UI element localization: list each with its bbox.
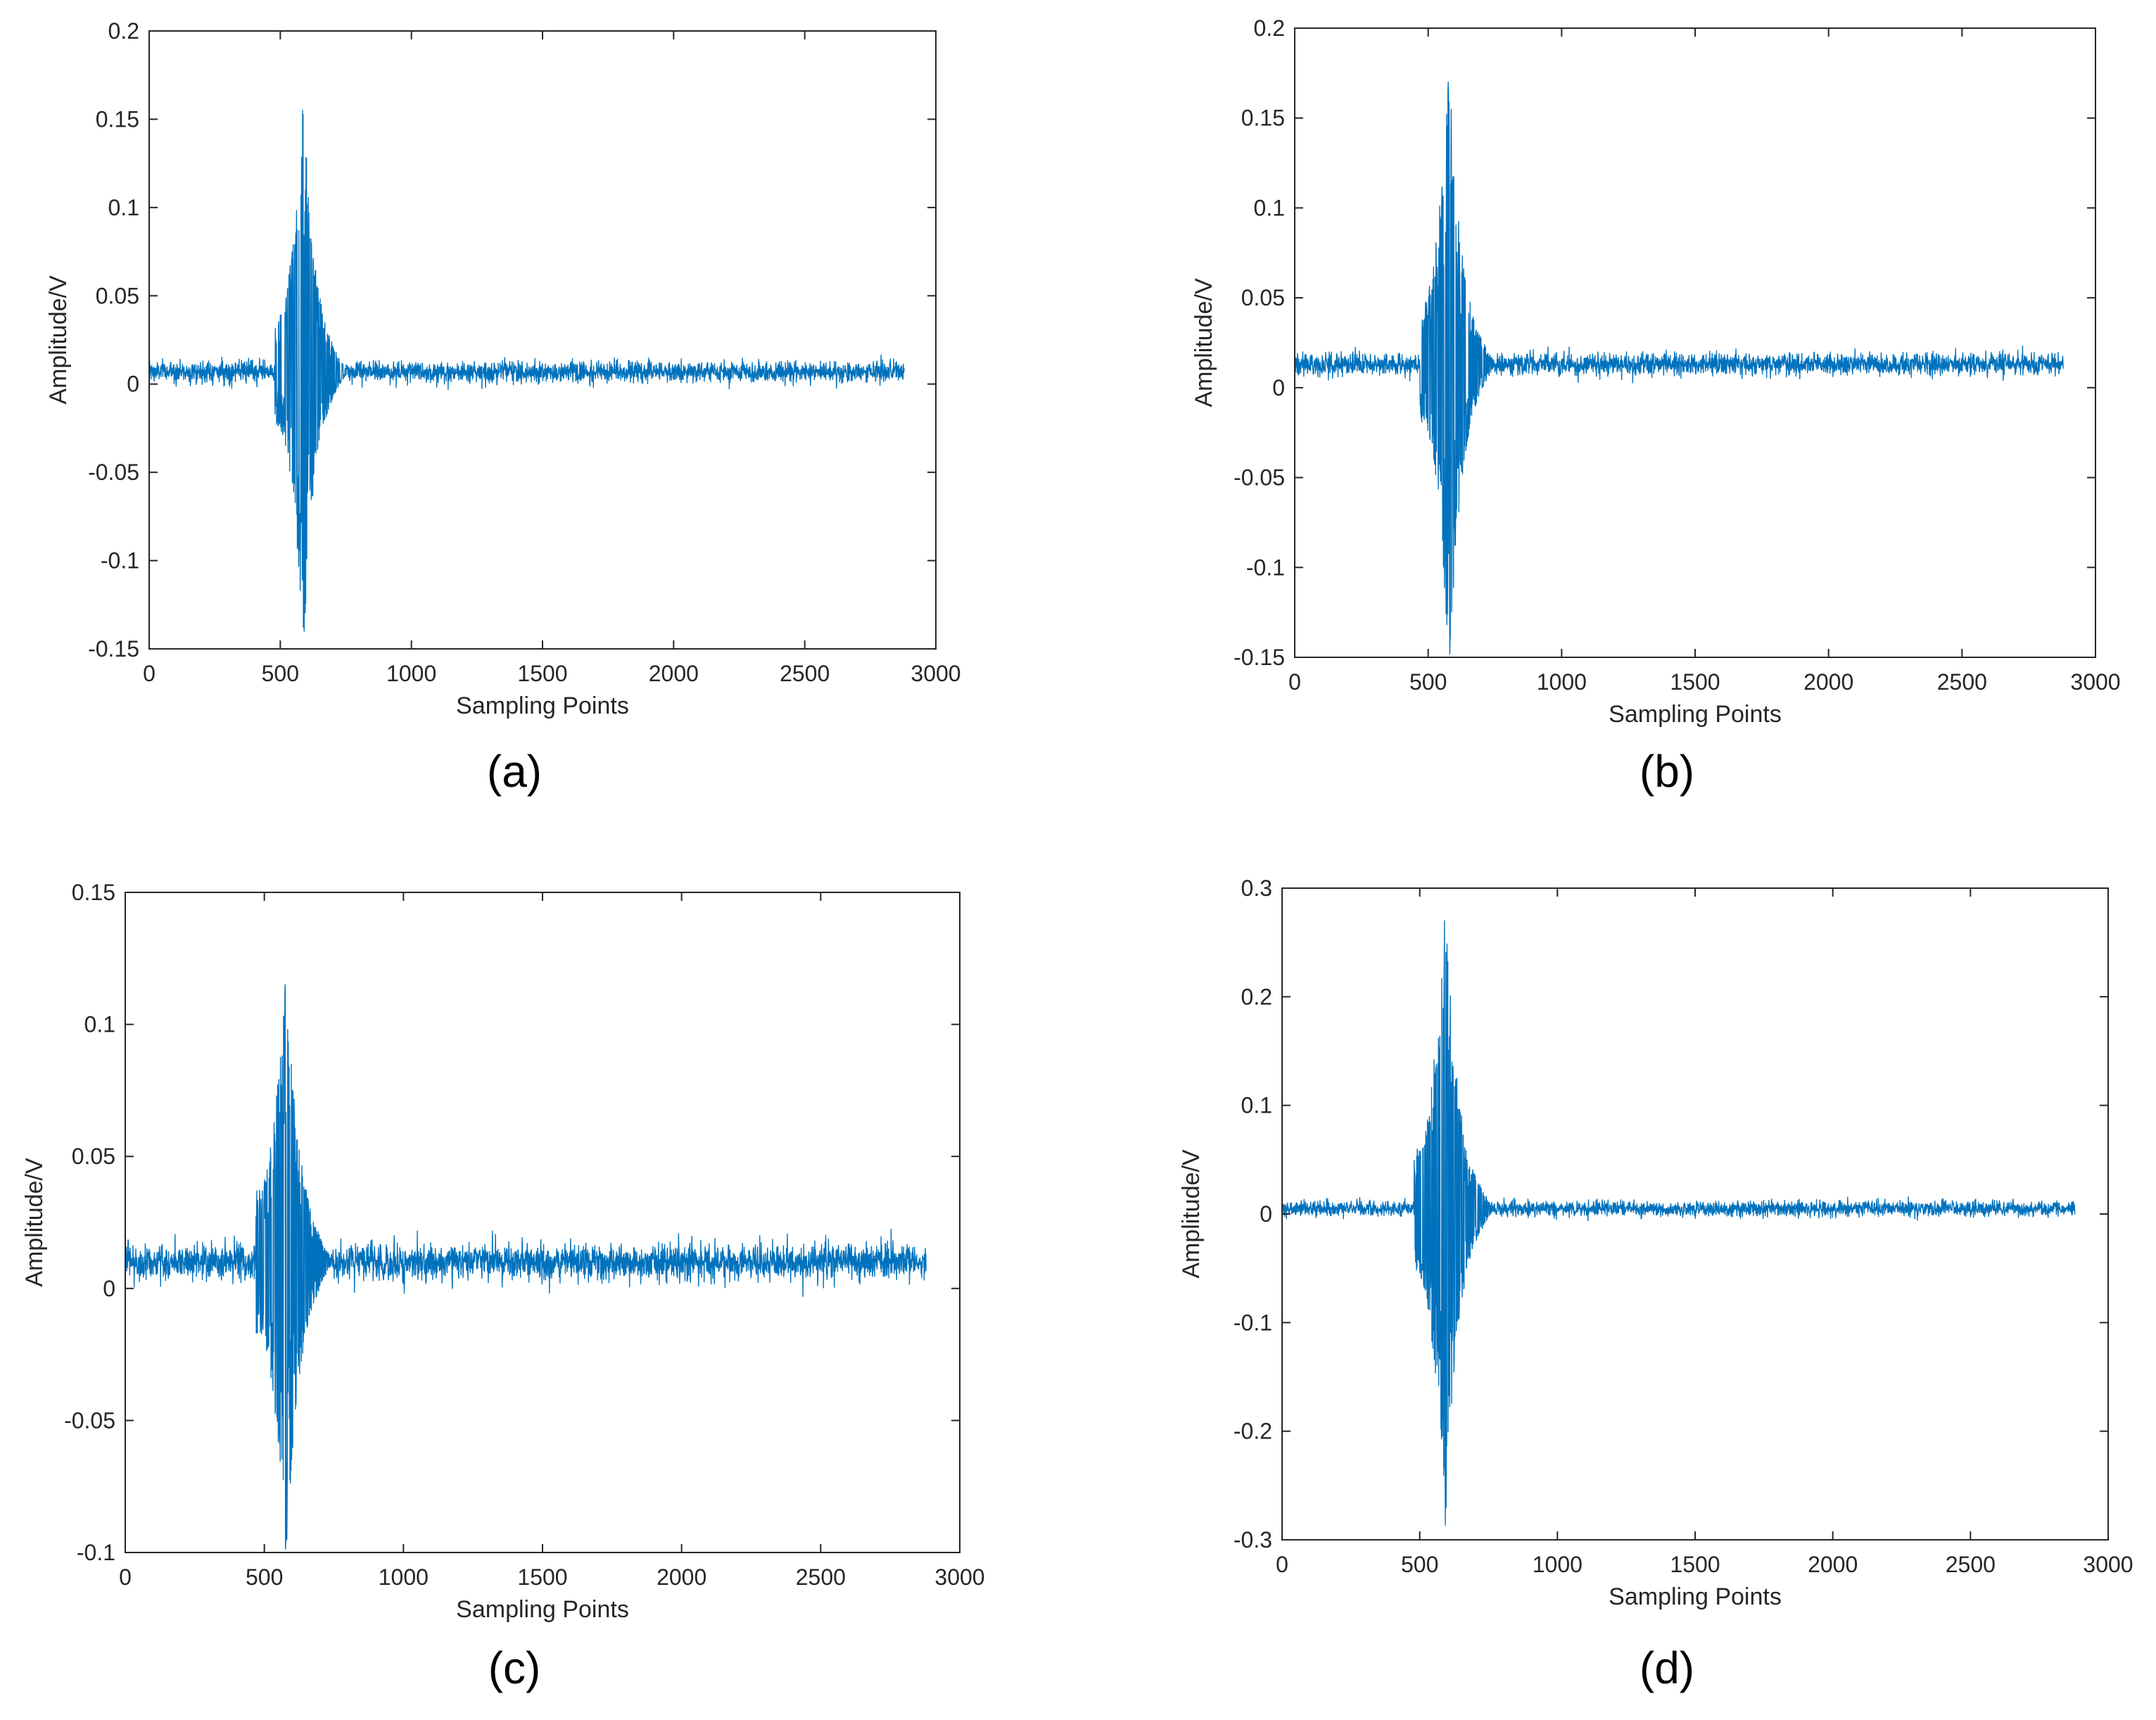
plot-frame [125,892,960,1553]
signal-line [1281,920,2076,1526]
x-tick-label: 2000 [1803,669,1853,695]
x-tick-label: 1500 [1670,669,1720,695]
x-tick-label: 1500 [517,661,567,686]
x-tick-label: 500 [246,1564,283,1590]
y-tick-label: -0.15 [88,636,139,662]
y-tick-label: 0.15 [72,880,115,905]
x-tick-label: 1500 [517,1564,567,1590]
y-axis-label: Amplitude/V [1191,278,1217,407]
y-tick-label: -0.1 [101,548,139,574]
x-axis-label: Sampling Points [456,693,629,719]
x-tick-label: 3000 [2083,1552,2133,1577]
y-tick-label: 0.05 [72,1144,115,1169]
y-tick-label: -0.3 [1234,1527,1272,1553]
x-tick-label: 1000 [1533,1552,1583,1577]
y-tick-label: 0.1 [1254,195,1285,220]
y-tick-label: -0.1 [1246,555,1285,580]
y-tick-label: 0.1 [84,1012,115,1037]
x-axis-label: Sampling Points [456,1596,629,1623]
y-tick-label: -0.05 [1234,465,1285,491]
x-tick-label: 1000 [1537,669,1587,695]
chart-panel-c: 0 500 1000 1500 2000 2500 3000 -0.1 -0.05 0 0.05 0.… [21,880,985,1693]
y-tick-label: 0 [127,372,139,397]
y-axis-label: Amplitude/V [21,1158,48,1287]
x-tick-label: 0 [1288,669,1301,695]
x-axis-label: Sampling Points [1609,1583,1782,1610]
x-tick-label: 0 [119,1564,132,1590]
signal-line [125,984,927,1550]
y-tick-label: 0.1 [1241,1093,1272,1118]
x-tick-label: 3000 [934,1564,984,1590]
x-tick-label: 1000 [386,661,436,686]
y-tick-label: -0.2 [1234,1419,1272,1444]
signal-line [148,110,905,632]
x-tick-label: 2500 [780,661,830,686]
plot-frame [148,30,937,650]
x-axis-label: Sampling Points [1609,701,1782,728]
x-tick-label: 2500 [796,1564,846,1590]
plot-frame [1294,27,2096,658]
x-tick-label: 3000 [911,661,960,686]
y-tick-label: -0.1 [77,1540,115,1565]
y-tick-label: -0.05 [64,1408,115,1433]
y-tick-label: 0.2 [1241,984,1272,1009]
signal-line [1294,81,2064,655]
y-tick-label: 0.2 [108,18,139,44]
y-axis-label: Amplitude/V [45,275,72,405]
panel-label: (d) [1640,1643,1694,1693]
y-tick-label: 0.2 [1254,15,1285,41]
x-tick-label: 2000 [657,1564,706,1590]
y-tick-label: 0.05 [96,283,139,308]
panel-label: (b) [1640,746,1694,797]
panel-label: (c) [488,1643,541,1693]
y-tick-label: -0.05 [88,460,139,485]
x-tick-label: 500 [262,661,299,686]
chart-panel-d: 0 500 1000 1500 2000 2500 3000 -0.3 -0.2 -0.1 0 0.1… [1178,875,2133,1693]
x-tick-label: 0 [1276,1552,1288,1577]
y-tick-label: 0 [1260,1201,1272,1227]
y-tick-label: 0.15 [96,106,139,132]
y-tick-label: 0 [103,1276,115,1301]
x-tick-label: 2000 [649,661,699,686]
x-tick-label: 500 [1401,1552,1438,1577]
chart-panel-a: 0 500 1000 1500 2000 2500 3000 -0.15 -0.1 -0.05 0 0… [45,18,961,797]
y-tick-label: 0.15 [1241,106,1285,131]
x-tick-label: 2000 [1808,1552,1858,1577]
y-tick-label: -0.1 [1234,1310,1272,1335]
y-axis-label: Amplitude/V [1178,1149,1205,1279]
y-tick-label: -0.15 [1234,645,1285,670]
x-tick-label: 1500 [1670,1552,1720,1577]
x-tick-label: 2500 [1946,1552,1996,1577]
x-tick-label: 3000 [2070,669,2120,695]
x-tick-label: 2500 [1937,669,1987,695]
y-tick-label: 0.05 [1241,285,1285,310]
x-tick-label: 500 [1409,669,1447,695]
y-tick-label: 0 [1272,375,1285,400]
x-tick-label: 1000 [379,1564,429,1590]
y-tick-label: 0.1 [108,195,139,220]
chart-panel-b: 0 500 1000 1500 2000 2500 3000 -0.15 -0.1 -0.05 0 0… [1191,15,2121,797]
panel-label: (a) [487,746,542,797]
y-tick-label: 0.3 [1241,875,1272,901]
x-tick-label: 0 [143,661,156,686]
